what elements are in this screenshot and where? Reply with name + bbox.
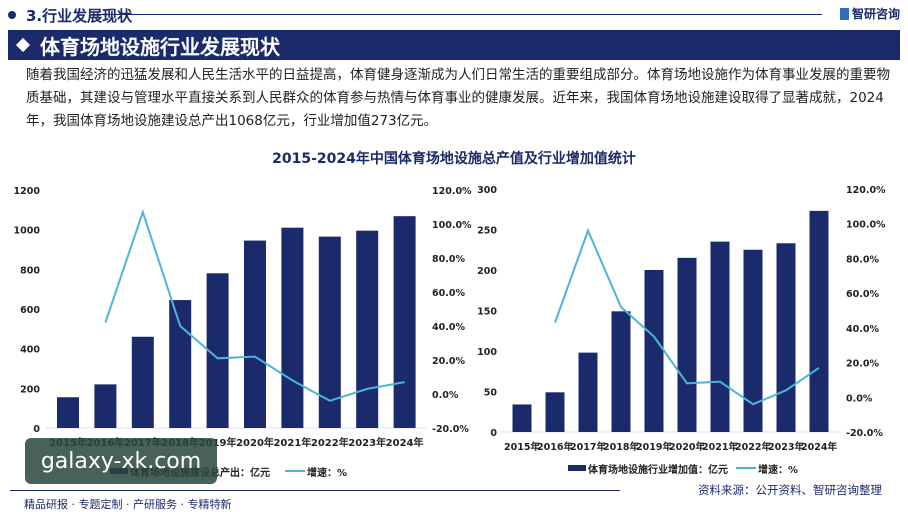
y2-tick-label: -20.0% — [432, 424, 469, 435]
x-tick-label: 2024年 — [386, 436, 424, 449]
source-note: 资料来源：公开资料、智研咨询整理 — [698, 482, 882, 498]
legend-line-label: 增速：% — [307, 466, 347, 479]
bar — [244, 241, 266, 428]
y2-tick-label: 60.0% — [432, 288, 465, 299]
x-tick-label: 2023年 — [768, 441, 804, 453]
y2-tick-label: 100.0% — [432, 220, 472, 231]
y2-tick-label: 20.0% — [432, 356, 465, 367]
x-tick-label: 2020年 — [669, 441, 705, 453]
y2-tick-label: 120.0% — [432, 186, 472, 197]
y-tick-label: 200 — [20, 384, 40, 395]
y2-tick-label: 100.0% — [846, 220, 886, 231]
y-tick-label: 1200 — [14, 186, 41, 197]
y-tick-label: 400 — [20, 345, 40, 356]
x-tick-label: 2019年 — [636, 441, 672, 453]
y-tick-label: 0 — [33, 424, 40, 435]
x-tick-label: 2022年 — [735, 441, 771, 453]
y2-tick-label: 80.0% — [432, 254, 465, 265]
footer-divider — [10, 490, 620, 491]
bar — [810, 211, 829, 432]
y2-tick-label: 0.0% — [432, 390, 459, 401]
y2-tick-label: 0.0% — [846, 393, 873, 404]
legend-bar-label: 体育场地设施行业增加值：亿元 — [588, 463, 728, 476]
bar — [612, 311, 631, 432]
bar — [281, 228, 303, 428]
y2-tick-label: 40.0% — [846, 324, 879, 335]
bar — [546, 392, 565, 432]
y-tick-label: 100 — [477, 347, 497, 358]
x-tick-label: 2020年 — [236, 436, 274, 449]
y2-tick-label: -20.0% — [846, 428, 883, 439]
legend-bar-swatch — [568, 465, 586, 471]
bar — [777, 243, 796, 432]
x-tick-label: 2024年 — [801, 441, 837, 453]
bar — [132, 337, 154, 428]
y-tick-label: 600 — [20, 305, 40, 316]
bar — [678, 258, 697, 432]
bar — [57, 397, 79, 428]
x-tick-label: 2015年 — [504, 441, 540, 453]
y-tick-label: 200 — [477, 266, 497, 277]
x-tick-label: 2022年 — [311, 436, 349, 449]
x-tick-label: 2017年 — [570, 441, 606, 453]
bar — [169, 300, 191, 428]
bar — [356, 231, 378, 428]
y2-tick-label: 120.0% — [846, 185, 886, 196]
y2-tick-label: 40.0% — [432, 322, 465, 333]
y-tick-label: 300 — [477, 185, 497, 196]
bar — [579, 353, 598, 432]
x-tick-label: 2023年 — [348, 436, 386, 449]
legend-line-label: 增速：% — [758, 463, 798, 476]
y-tick-label: 250 — [477, 226, 497, 237]
x-tick-label: 2018年 — [603, 441, 639, 453]
y2-tick-label: 80.0% — [846, 254, 879, 265]
y2-tick-label: 20.0% — [846, 359, 879, 370]
x-tick-label: 2021年 — [273, 436, 311, 449]
y-tick-label: 50 — [484, 388, 498, 399]
y-tick-label: 1000 — [14, 226, 41, 237]
watermark: galaxy-xk.com — [25, 438, 217, 484]
bar — [394, 216, 416, 428]
y-tick-label: 150 — [477, 307, 497, 318]
bar — [645, 270, 664, 432]
y-tick-label: 0 — [490, 428, 497, 439]
x-tick-label: 2021年 — [702, 441, 738, 453]
bar — [94, 384, 116, 428]
y2-tick-label: 60.0% — [846, 289, 879, 300]
bar — [711, 242, 730, 432]
x-tick-label: 2016年 — [537, 441, 573, 453]
bar — [513, 404, 532, 432]
y-tick-label: 800 — [20, 265, 40, 276]
